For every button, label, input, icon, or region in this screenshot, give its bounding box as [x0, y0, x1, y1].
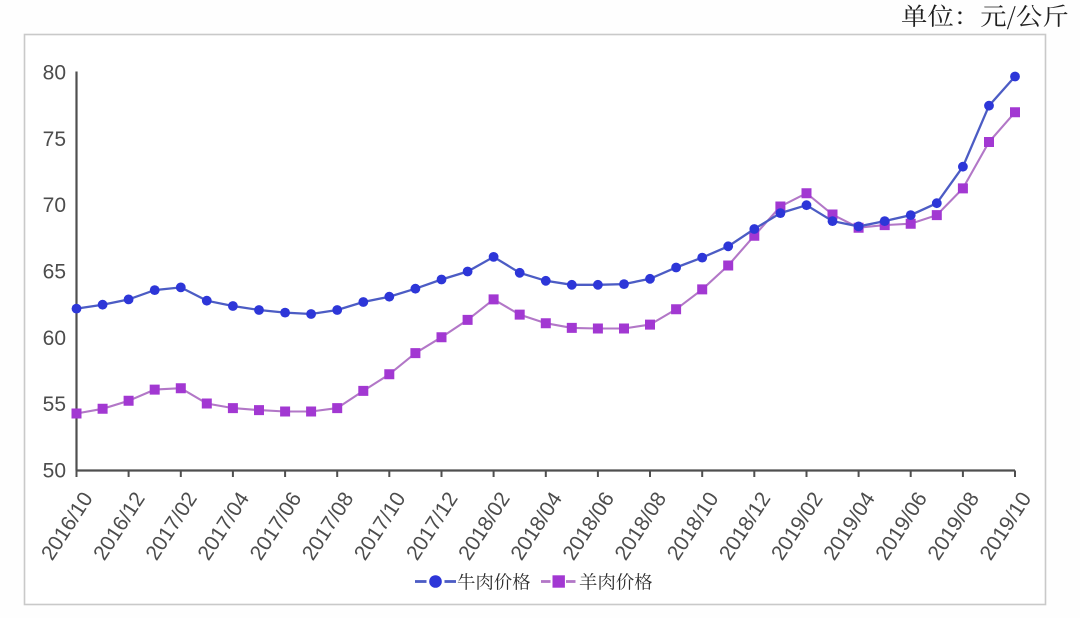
svg-text:50: 50 [43, 460, 66, 483]
svg-text:65: 65 [43, 261, 66, 284]
svg-text:55: 55 [43, 393, 66, 416]
svg-text:75: 75 [43, 128, 66, 151]
svg-text:70: 70 [43, 194, 66, 217]
svg-text:80: 80 [43, 62, 66, 85]
svg-text:60: 60 [43, 327, 66, 350]
